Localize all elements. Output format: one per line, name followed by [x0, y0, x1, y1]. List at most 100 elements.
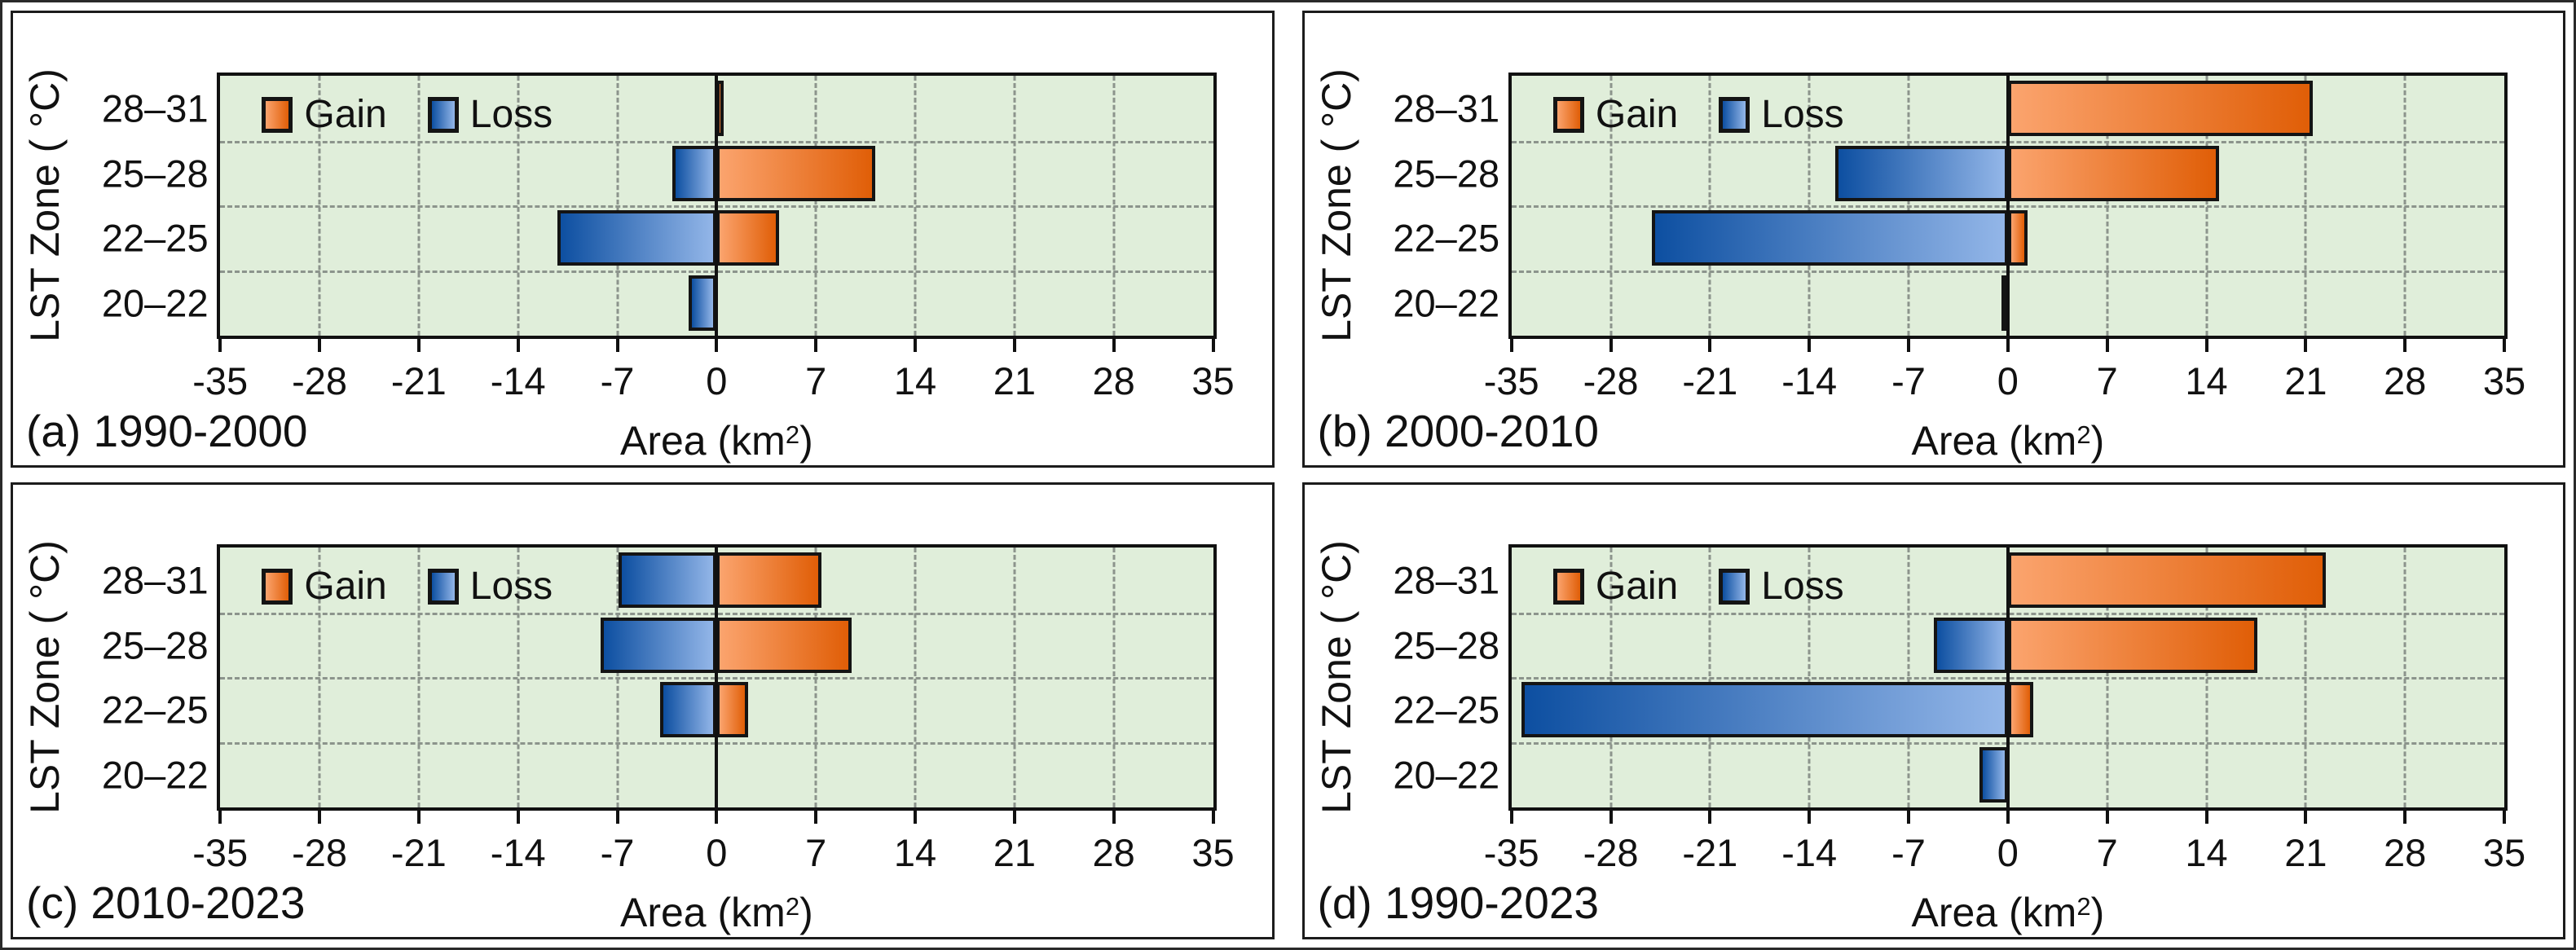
x-tick-label: -7 [600, 830, 635, 874]
vertical-gridline [814, 76, 817, 336]
x-tick-label: 0 [706, 830, 728, 874]
vertical-gridline [2106, 548, 2109, 807]
x-tick-label: -21 [390, 830, 447, 874]
panel-d: LST Zone ( °C) Gain Loss Area (km2) -35-… [1301, 482, 2565, 939]
gain-bar [2007, 682, 2034, 738]
legend-item-loss: Loss [1719, 92, 1866, 137]
x-axis-title: Area (km2) [620, 417, 813, 464]
loss-bar [557, 210, 717, 266]
superscript-2: 2 [2076, 420, 2091, 449]
vertical-gridline [616, 76, 619, 336]
x-tick-mark [1907, 335, 1911, 352]
legend-gain-label: Gain [304, 93, 387, 137]
legend-item-loss: Loss [427, 92, 575, 137]
x-tick-mark [1708, 335, 1712, 352]
gain-bar [716, 682, 748, 738]
x-tick-label: -28 [292, 830, 347, 874]
vertical-gridline [1907, 76, 1910, 336]
x-tick-mark [1509, 807, 1513, 824]
zero-axis-line [2006, 76, 2010, 336]
x-tick-label: 21 [2284, 358, 2327, 402]
vertical-gridline [1609, 548, 1613, 807]
x-tick-mark [1112, 335, 1116, 352]
x-tick-mark [1509, 335, 1513, 352]
gain-swatch-icon [262, 568, 293, 605]
x-tick-label: 35 [2482, 358, 2526, 402]
x-tick-label: -21 [1682, 358, 1738, 402]
vertical-gridline [318, 548, 321, 807]
y-tick-label: 20–22 [1393, 753, 1500, 797]
vertical-gridline [1708, 76, 1711, 336]
vertical-gridline [2205, 76, 2208, 336]
y-tick-label: 28–31 [101, 558, 209, 602]
x-tick-label: -28 [1583, 830, 1639, 874]
y-tick-label: 22–25 [101, 216, 209, 260]
x-tick-label: 21 [2284, 830, 2327, 874]
loss-bar [600, 617, 717, 673]
vertical-gridline [914, 76, 917, 336]
vertical-gridline [1609, 76, 1613, 336]
vertical-gridline [1112, 548, 1116, 807]
x-tick-mark [1211, 335, 1215, 352]
vertical-gridline [1808, 548, 1811, 807]
x-tick-label: -28 [1583, 358, 1639, 402]
legend-item-gain: Gain [262, 92, 409, 137]
zero-axis-line [2006, 548, 2010, 807]
x-tick-mark [715, 807, 719, 824]
y-tick-label: 22–25 [101, 688, 209, 732]
gain-swatch-icon [1552, 96, 1584, 133]
legend-item-gain: Gain [262, 564, 409, 609]
panel-caption: (b) 2000-2010 [1317, 406, 1600, 456]
vertical-gridline [914, 548, 917, 807]
vertical-gridline [1013, 548, 1016, 807]
x-tick-label: -35 [1483, 830, 1539, 874]
gain-bar [2007, 617, 2258, 673]
x-tick-label: -35 [192, 358, 249, 402]
x-tick-mark [1609, 335, 1613, 352]
x-tick-mark [218, 807, 222, 824]
panel-caption: (c) 2010-2023 [26, 877, 306, 928]
x-tick-mark [416, 335, 421, 352]
x-tick-mark [1012, 807, 1016, 824]
superscript-2: 2 [785, 420, 800, 449]
x-tick-mark [914, 807, 918, 824]
x-tick-label: 35 [2482, 830, 2526, 874]
y-axis-title: LST Zone ( °C) [22, 68, 68, 342]
gain-bar [716, 617, 852, 673]
superscript-2: 2 [2076, 891, 2091, 921]
x-tick-label: -7 [1891, 830, 1926, 874]
plot-area: Gain Loss Area (km2) -35 -28 -21 -14 -7 0 7 14 2… [102, 544, 1235, 935]
legend: Gain Loss [1552, 89, 1867, 141]
plot-area: Gain Loss Area (km2) -35 -28 -21 -14 -7 0 7 14 2… [1393, 73, 2525, 464]
x-tick-label: 21 [993, 358, 1036, 402]
gain-bar [716, 552, 822, 609]
x-axis-title: Area (km2) [620, 889, 813, 935]
x-tick-mark [2105, 335, 2109, 352]
panel-caption: (d) 1990-2023 [1317, 877, 1600, 928]
x-tick-label: 28 [2384, 358, 2427, 402]
legend-gain-label: Gain [304, 565, 387, 609]
legend-loss-label: Loss [1761, 93, 1844, 137]
superscript-2: 2 [785, 891, 800, 921]
loss-swatch-icon [1719, 568, 1750, 605]
x-tick-mark [2304, 335, 2308, 352]
x-tick-label: -14 [1781, 358, 1838, 402]
legend: Gain Loss [262, 561, 575, 613]
x-tick-label: 0 [1997, 358, 2019, 402]
x-tick-label: 21 [993, 830, 1036, 874]
loss-swatch-icon [427, 568, 459, 605]
x-tick-mark [2304, 807, 2308, 824]
x-tick-mark [1012, 335, 1016, 352]
loss-bar [1934, 617, 2008, 673]
vertical-gridline [1907, 548, 1910, 807]
x-tick-label: -35 [192, 830, 249, 874]
x-tick-mark [715, 335, 719, 352]
legend-item-gain: Gain [1552, 564, 1701, 609]
vertical-gridline [2403, 548, 2406, 807]
y-tick-label: 25–28 [101, 623, 209, 667]
vertical-gridline [1708, 548, 1711, 807]
plot-area: Gain Loss Area (km2) -35 -28 -21 -14 -7 0 7 14 2… [1393, 544, 2525, 935]
vertical-gridline [517, 76, 520, 336]
loss-bar [619, 552, 717, 609]
x-tick-mark [2403, 807, 2407, 824]
